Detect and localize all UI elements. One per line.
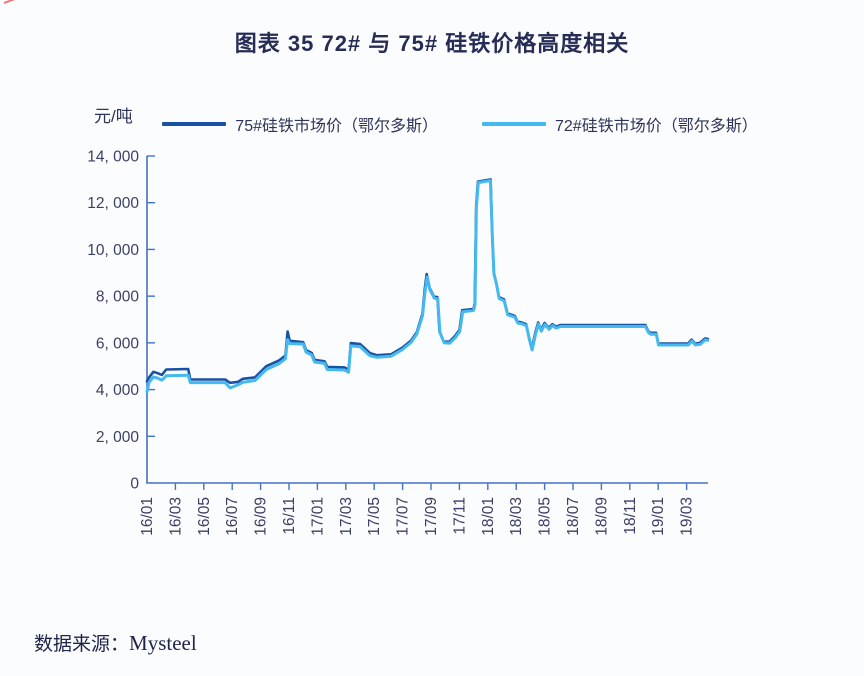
x-tick-label: 16/07 (224, 497, 241, 536)
x-tick-label: 18/09 (593, 497, 610, 536)
legend-line-72-icon (482, 122, 546, 126)
x-tick-label: 19/01 (650, 497, 667, 536)
x-tick-label: 17/03 (338, 497, 355, 536)
x-tick-label: 16/05 (196, 497, 213, 536)
x-tick-label: 18/01 (480, 497, 497, 536)
legend-label-75: 75#硅铁市场价（鄂尔多斯） (235, 118, 438, 135)
y-tick-label: 14, 000 (87, 149, 139, 166)
x-tick-label: 16/11 (281, 497, 298, 535)
legend-item-72: 72#硅铁市场价（鄂尔多斯） (482, 112, 758, 136)
x-tick-label: 18/05 (537, 497, 554, 536)
x-tick-label: 17/07 (395, 497, 412, 536)
x-tick-label: 18/03 (508, 497, 525, 536)
x-tick-label: 17/01 (309, 497, 326, 536)
axis-lines (146, 156, 708, 484)
legend-item-75: 75#硅铁市场价（鄂尔多斯） (162, 112, 438, 136)
source-name: Mysteel (129, 631, 197, 655)
x-tick-label: 16/03 (167, 497, 184, 536)
legend-label-72: 72#硅铁市场价（鄂尔多斯） (555, 118, 758, 135)
y-tick-label: 2, 000 (96, 429, 139, 446)
y-axis-unit-label: 元/吨 (94, 107, 133, 126)
x-tick-label: 16/09 (253, 497, 270, 536)
x-tick-label: 17/09 (423, 497, 440, 536)
page-title: 图表 35 72# 与 75# 硅铁价格高度相关 (234, 31, 630, 56)
legend-line-75-icon (162, 122, 227, 126)
x-tick-label: 17/05 (366, 497, 383, 536)
x-tick-label: 16/01 (139, 497, 156, 536)
source-prefix: 数据来源： (34, 634, 130, 655)
x-tick-label: 18/07 (565, 497, 582, 536)
legend: 75#硅铁市场价（鄂尔多斯） 72#硅铁市场价（鄂尔多斯） (130, 112, 790, 136)
y-tick-label: 10, 000 (87, 242, 139, 259)
x-tick-label: 17/11 (451, 497, 468, 535)
source-note: 数据来源：Mysteel (34, 629, 197, 656)
series-line-72 (145, 179, 710, 394)
y-tick-label: 8, 000 (96, 289, 139, 306)
x-tick-label: 19/03 (679, 497, 696, 536)
y-tick-label: 6, 000 (96, 335, 139, 352)
y-tick-label: 4, 000 (96, 382, 139, 399)
y-tick-label: 0 (130, 476, 139, 493)
y-tick-label: 12, 000 (87, 195, 139, 212)
x-tick-label: 18/11 (622, 497, 639, 535)
